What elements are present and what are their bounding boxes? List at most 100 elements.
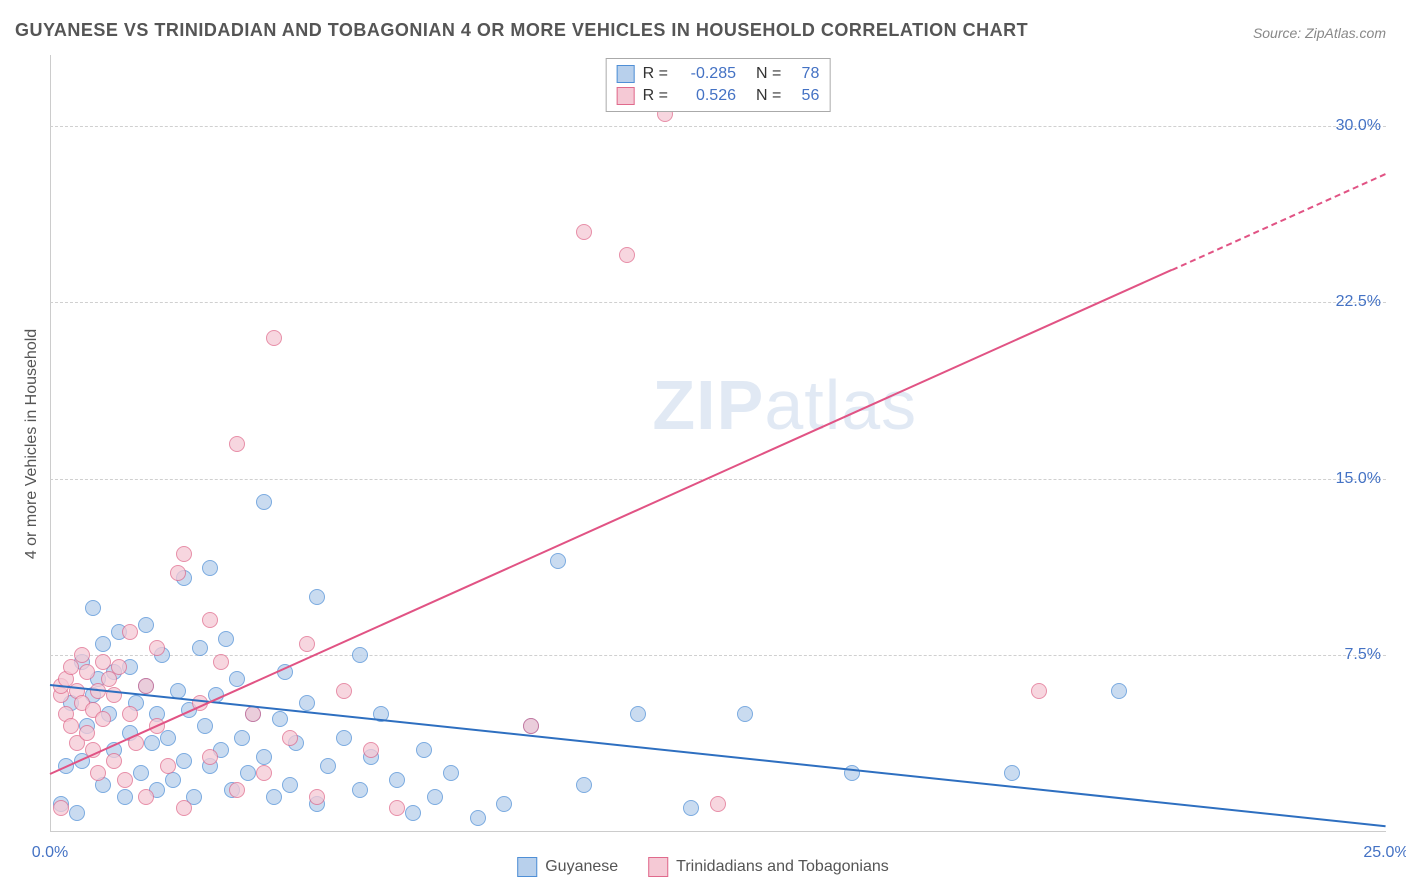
scatter-point — [229, 436, 245, 452]
scatter-point — [69, 805, 85, 821]
stats-row: R =0.526N =56 — [617, 85, 820, 107]
scatter-point — [111, 659, 127, 675]
y-tick-label: 15.0% — [1301, 470, 1381, 488]
scatter-point — [95, 711, 111, 727]
scatter-point — [90, 765, 106, 781]
scatter-point — [122, 624, 138, 640]
scatter-point — [282, 730, 298, 746]
scatter-point — [683, 800, 699, 816]
scatter-point — [138, 789, 154, 805]
bottom-legend: Guyanese Trinidadians and Tobagonians — [517, 857, 889, 877]
x-tick-label: 0.0% — [32, 844, 68, 862]
scatter-point — [229, 782, 245, 798]
scatter-point — [309, 589, 325, 605]
scatter-point — [1004, 765, 1020, 781]
scatter-point — [202, 560, 218, 576]
scatter-point — [389, 800, 405, 816]
scatter-point — [309, 789, 325, 805]
gridline — [50, 479, 1386, 480]
legend-item: Guyanese — [517, 857, 618, 877]
scatter-point — [202, 612, 218, 628]
scatter-point — [240, 765, 256, 781]
scatter-point — [144, 735, 160, 751]
scatter-point — [336, 683, 352, 699]
stats-row: R = -0.285 N = 78 — [617, 63, 820, 85]
scatter-point — [266, 789, 282, 805]
scatter-point — [470, 810, 486, 826]
scatter-point — [122, 706, 138, 722]
scatter-point — [619, 247, 635, 263]
gridline — [50, 655, 1386, 656]
scatter-point — [138, 678, 154, 694]
scatter-point — [427, 789, 443, 805]
stats-n-value: 56 — [789, 87, 819, 105]
stats-r-value: -0.285 — [676, 65, 736, 83]
scatter-point — [272, 711, 288, 727]
scatter-point — [443, 765, 459, 781]
scatter-point — [299, 695, 315, 711]
scatter-point — [256, 494, 272, 510]
scatter-point — [117, 772, 133, 788]
y-tick-label: 7.5% — [1301, 646, 1381, 664]
y-tick-label: 30.0% — [1301, 117, 1381, 135]
scatter-point — [282, 777, 298, 793]
stats-n-label: N = — [756, 65, 781, 83]
scatter-point — [576, 224, 592, 240]
watermark: ZIPatlas — [652, 365, 917, 445]
watermark-bold: ZIP — [652, 366, 764, 444]
y-tick-label: 22.5% — [1301, 293, 1381, 311]
scatter-point — [737, 706, 753, 722]
scatter-point — [630, 706, 646, 722]
scatter-point — [299, 636, 315, 652]
y-axis-title: 4 or more Vehicles in Household — [23, 328, 41, 558]
scatter-point — [192, 640, 208, 656]
chart-area: 4 or more Vehicles in Household ZIPatlas… — [50, 55, 1386, 832]
plot-region: ZIPatlas 7.5%15.0%22.5%30.0%0.0%25.0%R =… — [50, 55, 1386, 832]
scatter-point — [138, 617, 154, 633]
scatter-point — [550, 553, 566, 569]
scatter-point — [176, 546, 192, 562]
scatter-point — [245, 706, 261, 722]
stats-n-label: N = — [756, 87, 781, 105]
stats-r-label: R = — [643, 87, 668, 105]
scatter-point — [79, 725, 95, 741]
stats-n-value: 78 — [789, 65, 819, 83]
watermark-light: atlas — [764, 366, 917, 444]
stats-swatch — [617, 87, 635, 105]
scatter-point — [133, 765, 149, 781]
scatter-point — [523, 718, 539, 734]
stats-box: R =-0.285N =78R =0.526N =56 — [606, 58, 831, 112]
scatter-point — [256, 765, 272, 781]
scatter-point — [176, 753, 192, 769]
scatter-point — [63, 718, 79, 734]
scatter-point — [95, 636, 111, 652]
stats-r-label: R = — [643, 65, 668, 83]
scatter-point — [213, 654, 229, 670]
scatter-point — [496, 796, 512, 812]
scatter-point — [106, 753, 122, 769]
x-axis-line — [50, 831, 1386, 832]
scatter-point — [165, 772, 181, 788]
scatter-point — [363, 742, 379, 758]
gridline — [50, 302, 1386, 303]
source-attribution: Source: ZipAtlas.com — [1253, 25, 1386, 41]
scatter-point — [202, 749, 218, 765]
scatter-point — [197, 718, 213, 734]
scatter-point — [416, 742, 432, 758]
scatter-point — [1111, 683, 1127, 699]
chart-title: GUYANESE VS TRINIDADIAN AND TOBAGONIAN 4… — [15, 20, 1028, 41]
scatter-point — [79, 664, 95, 680]
legend-swatch — [648, 857, 668, 877]
legend-swatch — [517, 857, 537, 877]
scatter-point — [74, 647, 90, 663]
scatter-point — [234, 730, 250, 746]
scatter-point — [160, 758, 176, 774]
scatter-point — [218, 631, 234, 647]
regression-line — [1172, 173, 1387, 271]
x-tick-label: 25.0% — [1363, 844, 1406, 862]
scatter-point — [576, 777, 592, 793]
stats-swatch — [617, 65, 635, 83]
scatter-point — [389, 772, 405, 788]
scatter-point — [710, 796, 726, 812]
legend-label: Trinidadians and Tobagonians — [676, 858, 889, 876]
